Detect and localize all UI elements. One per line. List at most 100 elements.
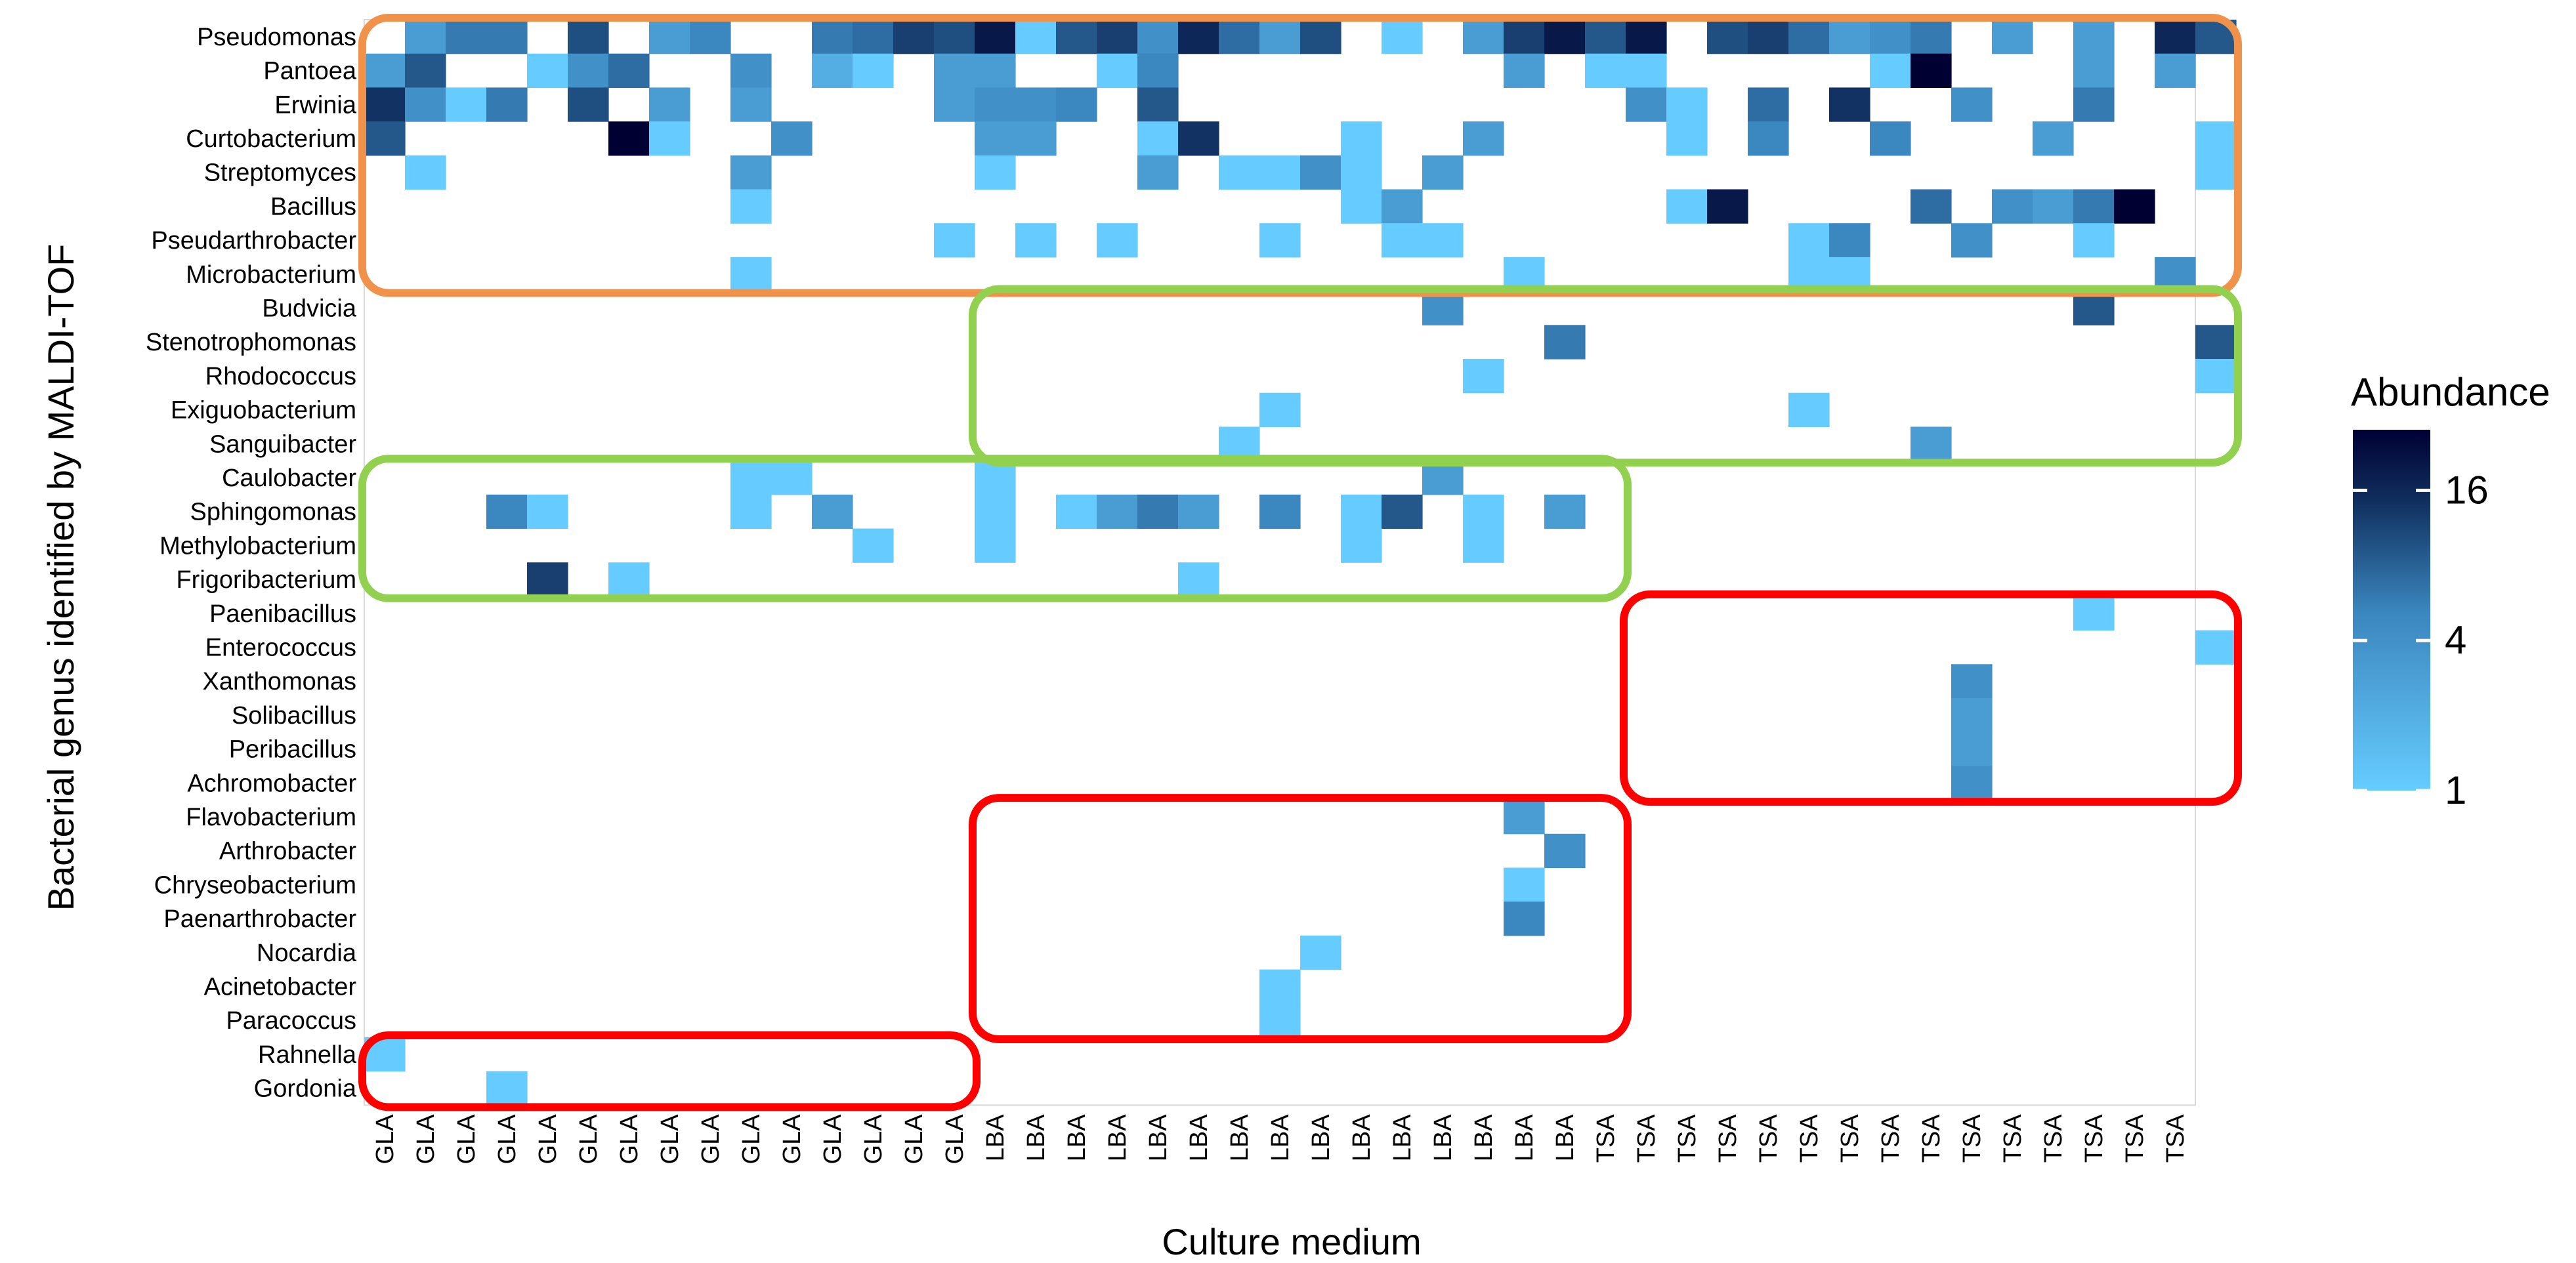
heatmap-cell [812,494,853,529]
heatmap-cell [608,562,650,597]
x-tick-label: LBA [1226,1114,1254,1161]
heatmap-cell [405,87,446,122]
heatmap-cell [1422,223,1464,258]
heatmap-cell [1951,766,1993,800]
heatmap-cell [1707,189,1748,224]
y-tick-label: Xanthomonas [203,668,357,695]
x-tick-labels: GLA GLA GLA GLA GLA GLA GLA GLA GLA GLA GLA GLA GLA G… [371,1114,2189,1165]
legend-ticks: 1 4 16 [2353,468,2489,812]
heatmap-cell [1341,121,1382,156]
heatmap-cell [934,87,975,122]
heatmap-cell [934,53,975,88]
x-tick-label: TSA [1877,1114,1905,1163]
heatmap-cell [446,20,487,54]
y-tick-label: Stenotrophomonas [146,329,356,356]
highlight-box [358,455,1632,602]
heatmap-cell [2155,20,2196,54]
heatmap-cell [1911,53,1952,88]
x-tick-label: LBA [982,1114,1009,1161]
heatmap-cell [608,53,650,88]
y-tick-label: Sanguibacter [209,430,356,458]
heatmap-cell [1666,121,1708,156]
x-tick-label: TSA [1714,1114,1742,1163]
heatmap-cell [1178,121,1219,156]
y-tick-label: Exiguobacterium [171,397,356,424]
heatmap-cell [1748,121,1789,156]
heatmap-cell [2073,53,2115,88]
heatmap-cell [2073,223,2115,258]
x-tick-label: LBA [1389,1114,1416,1161]
heatmap-cell [1666,87,1708,122]
heatmap-cell [1748,20,1789,54]
x-tick-label: GLA [534,1114,562,1165]
x-tick-label: TSA [1755,1114,1783,1163]
heatmap-cell [812,53,853,88]
heatmap-cell [1829,223,1870,258]
heatmap-cell [1015,87,1057,122]
heatmap-cell [2033,189,2074,224]
heatmap-cell [1544,833,1586,869]
heatmap-cell [1870,53,1911,88]
heatmap-cell [1544,494,1586,529]
heatmap-cells [364,20,2237,1106]
y-tick-labels: Pseudomonas Pantoea Erwinia Curtobacterium S… [146,24,357,1103]
x-tick-label: GLA [860,1114,887,1165]
heatmap-cell [1382,494,1423,529]
heatmap-cell [1504,867,1545,902]
x-tick-label: TSA [1918,1114,1945,1163]
heatmap-cell [1259,155,1301,190]
y-tick-label: Curtobacterium [186,125,356,153]
heatmap-cell [1219,155,1260,190]
heatmap-cell [730,87,772,122]
heatmap-cell [1463,494,1504,529]
heatmap-cell [1137,53,1179,88]
heatmap-cell [975,155,1016,190]
y-tick-label: Frigoribacterium [176,566,356,594]
heatmap-cell [771,121,813,156]
heatmap-cell [893,20,935,54]
heatmap-cell [527,494,568,529]
heatmap-cell [812,20,853,54]
y-tick-label: Nocardia [257,940,357,967]
heatmap-cell [1300,935,1341,970]
y-tick-label: Paenibacillus [209,600,356,628]
heatmap-cell [1951,698,1993,733]
heatmap-cell [1097,494,1138,529]
y-axis-title: Bacterial genus identified by MALDI-TOF [40,244,81,911]
x-tick-label: TSA [2162,1114,2189,1163]
heatmap-cell [405,53,446,88]
y-tick-label: Paenarthrobacter [163,905,356,933]
heatmap-cell [568,53,609,88]
heatmap-cell [1178,20,1219,54]
heatmap-cell [649,87,690,122]
heatmap-cell [1829,87,1870,122]
heatmap-cell [1544,20,1586,54]
heatmap-cell [1463,528,1504,563]
y-tick-label: Microbacterium [186,261,356,289]
x-tick-label: GLA [453,1114,480,1165]
heatmap-cell [1504,901,1545,936]
heatmap-cell [649,20,690,54]
heatmap-cell [364,53,406,88]
x-tick-label: TSA [1836,1114,1864,1163]
x-tick-label: LBA [1185,1114,1213,1161]
heatmap-cell [1788,20,1830,54]
heatmap-cell [1137,20,1179,54]
heatmap-cell [405,20,446,54]
y-tick-label: Sphingomonas [190,499,356,526]
heatmap-cell [1870,20,1911,54]
highlight-box [1620,590,2242,806]
heatmap-cell [527,53,568,88]
y-tick-label: Peribacillus [229,736,356,764]
heatmap-cell [2073,20,2115,54]
x-tick-label: GLA [900,1114,928,1165]
x-tick-label: LBA [1267,1114,1294,1161]
x-axis-title: Culture medium [1162,1221,1421,1262]
heatmap-cell [2073,189,2115,224]
x-tick-label: LBA [1023,1114,1050,1161]
heatmap-cell [1300,20,1341,54]
heatmap-cell [690,20,731,54]
heatmap-cell [1341,494,1382,529]
heatmap-cell [2195,155,2237,190]
x-tick-label: LBA [1307,1114,1335,1161]
